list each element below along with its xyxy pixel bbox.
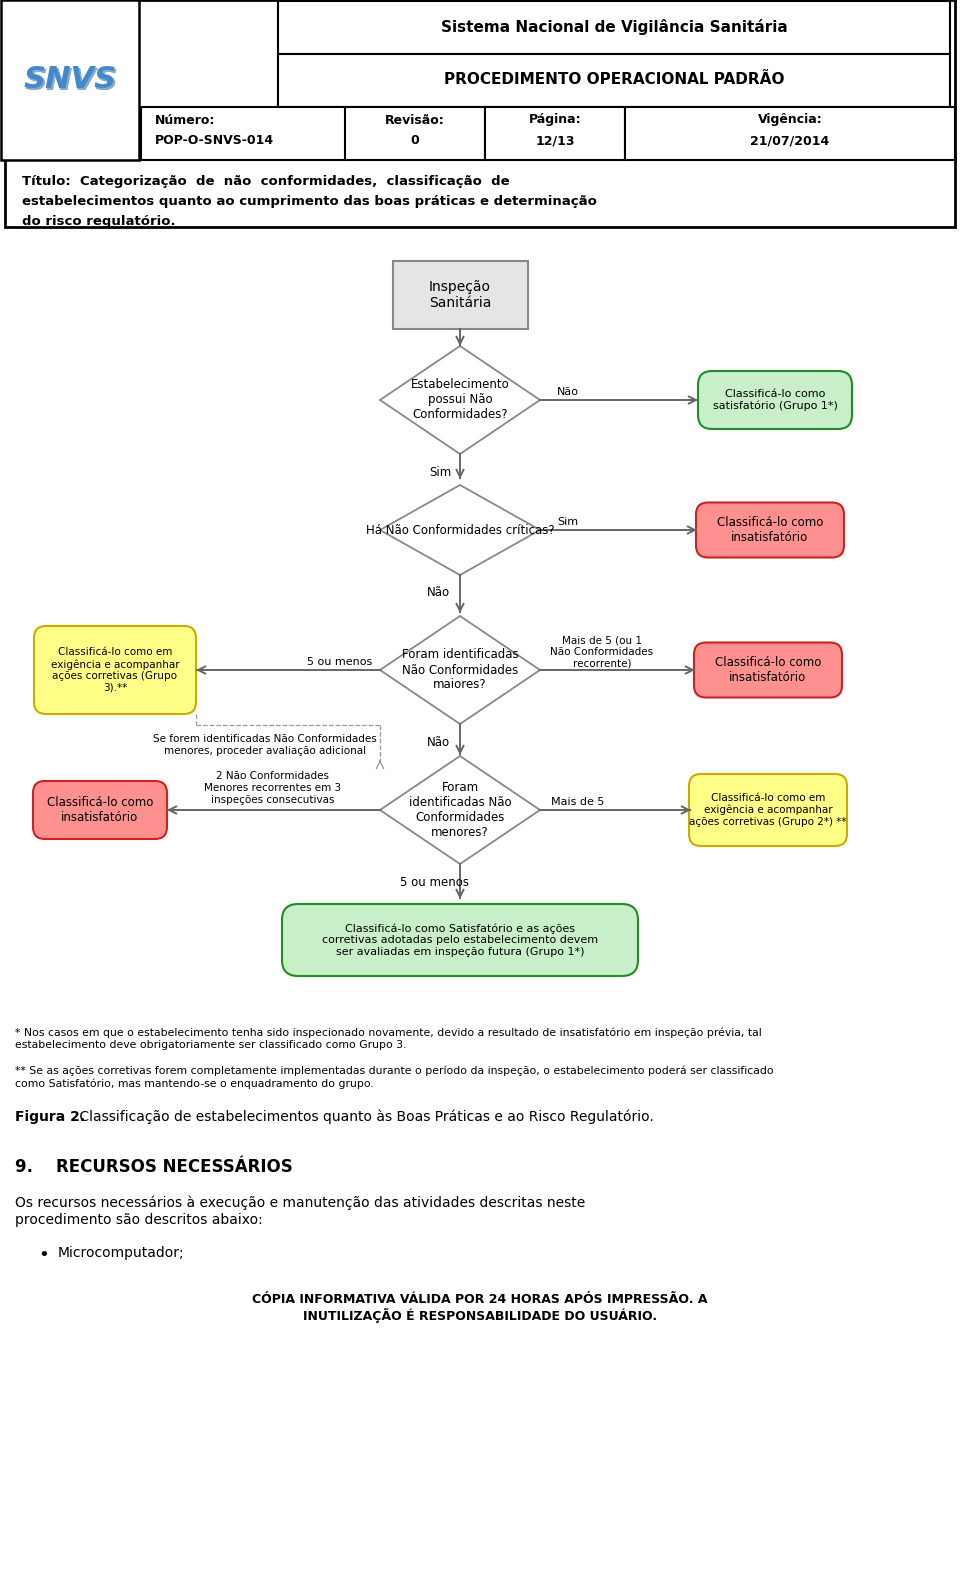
Text: Mais de 5 (ou 1
Não Conformidades
recorrente): Mais de 5 (ou 1 Não Conformidades recorr… [550,635,654,668]
FancyBboxPatch shape [694,642,842,698]
Text: Revisão:: Revisão: [385,113,444,127]
FancyBboxPatch shape [1,0,139,160]
Text: Classificação de estabelecimentos quanto às Boas Práticas e ao Risco Regulatório: Classificação de estabelecimentos quanto… [75,1109,654,1125]
Text: Se forem identificadas Não Conformidades
menores, proceder avaliação adicional: Se forem identificadas Não Conformidades… [154,734,377,756]
Text: Título:  Categorização  de  não  conformidades,  classificação  de: Título: Categorização de não conformidad… [22,176,510,188]
Text: Os recursos necessários à execução e manutenção das atividades descritas neste
p: Os recursos necessários à execução e man… [15,1196,586,1227]
Text: SNVS: SNVS [25,67,119,97]
Text: Classificá-lo como Satisfatório e as ações
corretivas adotadas pelo estabelecime: Classificá-lo como Satisfatório e as açõ… [322,923,598,957]
Text: 21/07/2014: 21/07/2014 [751,135,829,147]
Text: Não: Não [557,388,579,397]
Polygon shape [380,617,540,723]
FancyBboxPatch shape [393,260,527,329]
FancyBboxPatch shape [5,0,955,160]
Text: Mais de 5: Mais de 5 [551,797,605,806]
Text: 2 Não Conformidades
Menores recorrentes em 3
inspeções consecutivas: 2 Não Conformidades Menores recorrentes … [204,772,342,805]
Text: Sistema Nacional de Vigilância Sanitária: Sistema Nacional de Vigilância Sanitária [441,19,787,35]
Text: 5 ou menos: 5 ou menos [399,876,468,888]
FancyBboxPatch shape [689,774,847,846]
FancyBboxPatch shape [278,53,950,107]
FancyBboxPatch shape [33,781,167,839]
FancyBboxPatch shape [34,626,196,714]
FancyBboxPatch shape [485,107,625,160]
Text: 0: 0 [411,135,420,147]
Polygon shape [380,485,540,574]
Text: * Nos casos em que o estabelecimento tenha sido inspecionado novamente, devido a: * Nos casos em que o estabelecimento ten… [15,1028,761,1050]
Text: Microcomputador;: Microcomputador; [58,1246,184,1260]
Text: estabelecimentos quanto ao cumprimento das boas práticas e determinação: estabelecimentos quanto ao cumprimento d… [22,195,597,209]
Text: ** Se as ações corretivas forem completamente implementadas durante o período da: ** Se as ações corretivas forem completa… [15,1065,774,1089]
FancyBboxPatch shape [278,0,950,53]
Polygon shape [380,756,540,865]
Text: Sim: Sim [429,466,451,479]
Text: Figura 2.: Figura 2. [15,1109,85,1123]
Text: SNVS: SNVS [24,66,117,96]
Text: 9.    RECURSOS NECESSÁRIOS: 9. RECURSOS NECESSÁRIOS [15,1158,293,1177]
Text: Estabelecimento
possui Não
Conformidades?: Estabelecimento possui Não Conformidades… [411,378,510,422]
Text: Sim: Sim [558,518,579,527]
Text: Não: Não [426,587,449,599]
Text: SNVS: SNVS [23,66,116,94]
Text: CÓPIA INFORMATIVA VÁLIDA POR 24 HORAS APÓS IMPRESSÃO. A
INUTILIZAÇÃO É RESPONSAB: CÓPIA INFORMATIVA VÁLIDA POR 24 HORAS AP… [252,1293,708,1323]
Text: Classificá-lo como
insatisfatório: Classificá-lo como insatisfatório [715,656,821,684]
Text: Classificá-lo como
satisfatório (Grupo 1*): Classificá-lo como satisfatório (Grupo 1… [712,389,837,411]
Text: Foram
identificadas Não
Conformidades
menores?: Foram identificadas Não Conformidades me… [409,781,512,839]
Text: 12/13: 12/13 [536,135,575,147]
Text: POP-O-SNVS-014: POP-O-SNVS-014 [155,135,275,147]
FancyBboxPatch shape [625,107,955,160]
Text: Inspeção
Sanitária: Inspeção Sanitária [429,279,492,311]
Text: 5 ou menos: 5 ou menos [307,657,372,667]
Text: Classificá-lo como
insatisfatório: Classificá-lo como insatisfatório [47,795,154,824]
Text: Não: Não [426,736,449,748]
FancyBboxPatch shape [5,158,955,228]
FancyBboxPatch shape [282,904,638,976]
Text: Há Não Conformidades críticas?: Há Não Conformidades críticas? [366,524,554,537]
Text: Foram identificadas
Não Conformidades
maiores?: Foram identificadas Não Conformidades ma… [401,648,518,692]
Text: do risco regulatório.: do risco regulatório. [22,215,176,228]
FancyBboxPatch shape [345,107,485,160]
Text: •: • [38,1246,49,1265]
Text: Página:: Página: [529,113,582,127]
FancyBboxPatch shape [696,502,844,557]
Text: Vigência:: Vigência: [757,113,823,127]
Text: Classificá-lo como em
exigência e acompanhar
ações corretivas (Grupo
3).**: Classificá-lo como em exigência e acompa… [51,648,180,692]
Text: Número:: Número: [155,113,215,127]
Text: Classificá-lo como em
exigência e acompanhar
ações corretivas (Grupo 2*) **: Classificá-lo como em exigência e acompa… [689,792,847,827]
Text: Classificá-lo como
insatisfatório: Classificá-lo como insatisfatório [717,516,823,544]
FancyBboxPatch shape [140,107,346,160]
Polygon shape [380,347,540,453]
Text: PROCEDIMENTO OPERACIONAL PADRÃO: PROCEDIMENTO OPERACIONAL PADRÃO [444,72,784,88]
FancyBboxPatch shape [698,370,852,428]
